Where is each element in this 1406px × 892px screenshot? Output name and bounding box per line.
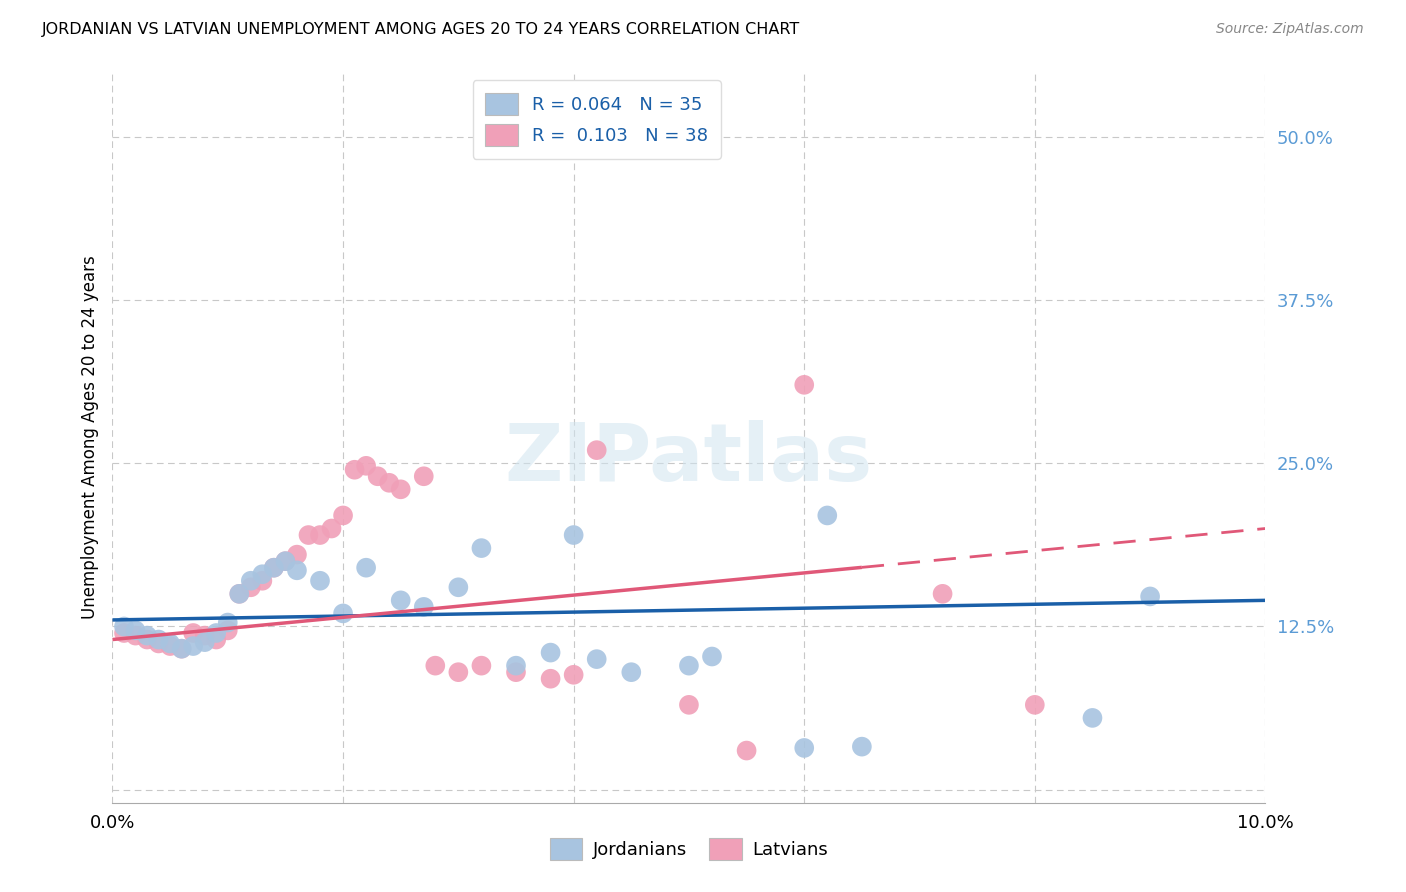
Point <box>540 646 562 660</box>
Point <box>228 587 250 601</box>
Point <box>205 626 228 640</box>
Point <box>412 469 434 483</box>
Point <box>170 641 193 656</box>
Point <box>562 528 585 542</box>
Point <box>285 548 308 562</box>
Point <box>112 619 135 633</box>
Point <box>389 593 412 607</box>
Point <box>228 587 250 601</box>
Point <box>181 626 204 640</box>
Point <box>252 567 274 582</box>
Point <box>585 652 607 666</box>
Point <box>332 508 354 523</box>
Point <box>815 508 838 523</box>
Point <box>239 580 262 594</box>
Point <box>297 528 319 542</box>
Point <box>678 698 700 712</box>
Point <box>620 665 643 680</box>
Point <box>1139 590 1161 604</box>
Point <box>205 632 228 647</box>
Point <box>274 554 297 568</box>
Point <box>412 599 434 614</box>
Point <box>678 658 700 673</box>
Point <box>1081 711 1104 725</box>
Point <box>252 574 274 588</box>
Point <box>389 483 412 497</box>
Point <box>309 574 332 588</box>
Point <box>194 635 217 649</box>
Point <box>851 739 873 754</box>
Point <box>447 665 470 680</box>
Point <box>181 639 204 653</box>
Point <box>136 629 159 643</box>
Point <box>217 624 239 638</box>
Point <box>447 580 470 594</box>
Point <box>700 649 723 664</box>
Point <box>1024 698 1046 712</box>
Point <box>124 629 146 643</box>
Point <box>735 743 758 757</box>
Point <box>793 377 815 392</box>
Point <box>263 560 285 574</box>
Point <box>148 632 170 647</box>
Point <box>367 469 389 483</box>
Legend: Jordanians, Latvians: Jordanians, Latvians <box>543 830 835 867</box>
Point <box>540 672 562 686</box>
Y-axis label: Unemployment Among Ages 20 to 24 years: Unemployment Among Ages 20 to 24 years <box>80 255 98 619</box>
Point <box>354 560 377 574</box>
Point <box>148 636 170 650</box>
Point <box>585 443 607 458</box>
Point <box>793 740 815 755</box>
Point <box>136 632 159 647</box>
Point <box>159 639 181 653</box>
Point <box>124 624 146 638</box>
Point <box>343 463 366 477</box>
Point <box>470 658 492 673</box>
Point <box>309 528 332 542</box>
Point <box>425 658 447 673</box>
Point <box>332 607 354 621</box>
Text: ZIPatlas: ZIPatlas <box>505 420 873 498</box>
Point <box>505 658 527 673</box>
Point <box>470 541 492 555</box>
Point <box>931 587 953 601</box>
Point <box>274 554 297 568</box>
Point <box>159 636 181 650</box>
Point <box>354 458 377 473</box>
Point <box>239 574 262 588</box>
Point <box>505 665 527 680</box>
Point <box>170 641 193 656</box>
Point <box>321 521 343 535</box>
Point <box>378 475 401 490</box>
Text: Source: ZipAtlas.com: Source: ZipAtlas.com <box>1216 22 1364 37</box>
Point <box>112 626 135 640</box>
Point <box>217 615 239 630</box>
Point <box>194 629 217 643</box>
Point <box>285 563 308 577</box>
Text: JORDANIAN VS LATVIAN UNEMPLOYMENT AMONG AGES 20 TO 24 YEARS CORRELATION CHART: JORDANIAN VS LATVIAN UNEMPLOYMENT AMONG … <box>42 22 800 37</box>
Point <box>562 667 585 682</box>
Point <box>263 560 285 574</box>
